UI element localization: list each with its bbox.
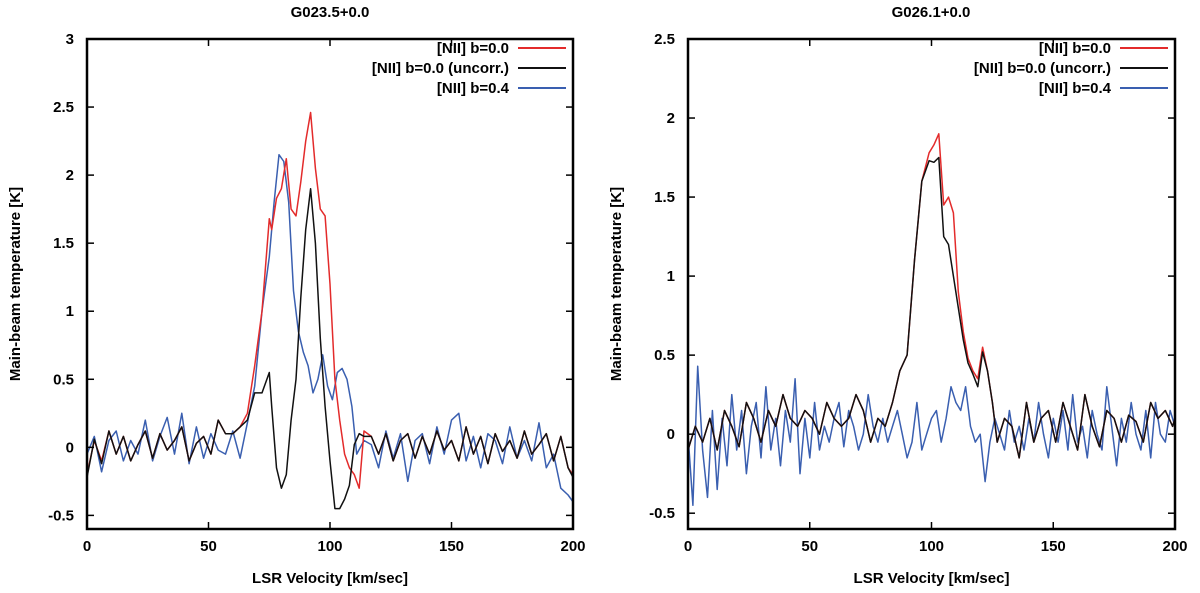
chart-panel-1: G023.5+0.0 0 50 100 150 200 -0.5 0 0.5 1 1.5 2 2.5 3 L… bbox=[7, 4, 586, 587]
legend-label-1: [NII] b=0.0 bbox=[437, 40, 509, 57]
legend: [NII] b=0.0 [NII] b=0.0 (uncorr.) [NII] b=… bbox=[372, 40, 566, 97]
legend-label-2: [NII] b=0.0 (uncorr.) bbox=[974, 60, 1111, 77]
legend-label-3: [NII] b=0.4 bbox=[1039, 80, 1112, 97]
y-tick-label: 1 bbox=[667, 268, 675, 285]
x-tick-label: 100 bbox=[317, 538, 342, 555]
y-tick-label: 2 bbox=[66, 167, 74, 184]
series-line-1 bbox=[688, 133, 1175, 459]
x-tick-label: 200 bbox=[1162, 538, 1187, 555]
x-tick-label: 50 bbox=[801, 538, 818, 555]
y-tick-label: 0 bbox=[667, 426, 675, 443]
x-tick-label: 150 bbox=[439, 538, 464, 555]
y-tick-label: 0.5 bbox=[654, 347, 675, 364]
series-lines bbox=[87, 111, 573, 510]
x-tick-label: 100 bbox=[919, 538, 944, 555]
y-tick-label: 2 bbox=[667, 110, 675, 127]
y-axis-label: Main-beam temperature [K] bbox=[608, 187, 625, 381]
legend-label-1: [NII] b=0.0 bbox=[1039, 40, 1111, 57]
legend-label-3: [NII] b=0.4 bbox=[437, 80, 510, 97]
series-line-2 bbox=[688, 156, 1175, 459]
series-line-1 bbox=[87, 111, 573, 489]
series-line-3 bbox=[87, 153, 573, 503]
x-tick-label: 0 bbox=[684, 538, 692, 555]
legend: [NII] b=0.0 [NII] b=0.0 (uncorr.) [NII] b=… bbox=[974, 40, 1168, 97]
chart-title: G023.5+0.0 bbox=[291, 4, 370, 21]
x-tick-label: 150 bbox=[1041, 538, 1066, 555]
y-tick-label: 1.5 bbox=[654, 189, 675, 206]
y-tick-label: -0.5 bbox=[48, 507, 74, 524]
y-tick-label: 0.5 bbox=[53, 371, 74, 388]
y-tick-label: 1.5 bbox=[53, 235, 74, 252]
x-tick-label: 50 bbox=[200, 538, 217, 555]
series-line-2 bbox=[87, 187, 573, 510]
x-axis-label: LSR Velocity [km/sec] bbox=[854, 570, 1010, 587]
y-tick-label: 2.5 bbox=[53, 99, 74, 116]
legend-label-2: [NII] b=0.0 (uncorr.) bbox=[372, 60, 509, 77]
y-tick-label: 1 bbox=[66, 303, 74, 320]
y-tick-label: 0 bbox=[66, 439, 74, 456]
series-line-3 bbox=[688, 365, 1175, 507]
series-lines bbox=[688, 133, 1175, 507]
y-tick-label: 2.5 bbox=[654, 31, 675, 48]
x-tick-label: 0 bbox=[83, 538, 91, 555]
y-tick-label: 3 bbox=[66, 31, 74, 48]
x-axis-label: LSR Velocity [km/sec] bbox=[252, 570, 408, 587]
chart-panel-2: G026.1+0.0 0 50 100 150 200 -0.5 0 0.5 1 1.5 2 2.5 LS… bbox=[608, 4, 1188, 587]
y-tick-label: -0.5 bbox=[649, 505, 675, 522]
chart-title: G026.1+0.0 bbox=[892, 4, 971, 21]
y-axis-label: Main-beam temperature [K] bbox=[7, 187, 24, 381]
x-tick-label: 200 bbox=[560, 538, 585, 555]
